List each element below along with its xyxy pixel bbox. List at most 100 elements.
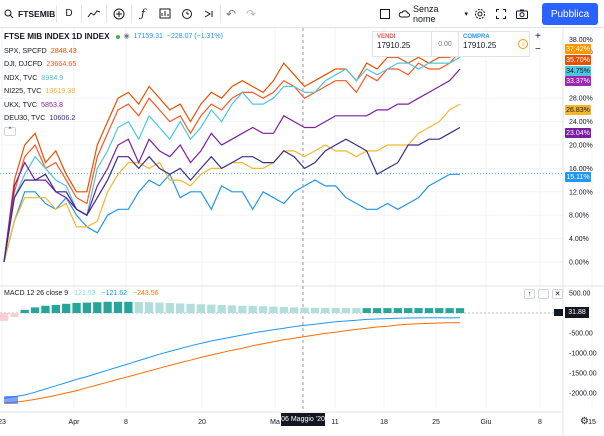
zoom-out-button[interactable]: −	[535, 44, 541, 55]
macd-hist-bar	[62, 303, 71, 313]
time-scale-label: 15	[588, 419, 596, 426]
divider	[81, 4, 82, 23]
compare-icon[interactable]	[107, 0, 131, 28]
replay-icon[interactable]	[198, 0, 220, 28]
macd-hist-bar	[207, 304, 216, 313]
undo-icon[interactable]: ↶	[225, 6, 237, 21]
pane-maximize-icon[interactable]	[538, 289, 549, 299]
macd-hist-bar	[341, 308, 351, 313]
pane-up-icon[interactable]: ↑	[524, 289, 535, 299]
macd-hist-bar	[383, 308, 392, 313]
fullscreen-expand-icon[interactable]	[494, 0, 508, 28]
trade-widget: VENDI 17910.25 0.00 COMPRA 17910.25 i	[372, 31, 530, 57]
eye-icon[interactable]: ◉	[123, 33, 130, 40]
compare-symbol: UKX, TVC	[4, 99, 38, 109]
settings-icon[interactable]	[472, 0, 488, 28]
macd-hist-value: 121.93	[74, 290, 96, 297]
macd-hist-bar	[51, 305, 60, 313]
price-scale-label: 8.00%	[569, 213, 589, 220]
compare-value: 19619.38	[45, 86, 76, 95]
indicators-icon[interactable]: ƒ	[140, 7, 146, 20]
macd-hist-bar	[258, 306, 268, 313]
macd-scale-label: -1000.00	[569, 351, 597, 358]
layout-menu[interactable]: Senza nome ▾	[398, 0, 468, 28]
macd-title: MACD 12 26 close 9	[4, 290, 69, 297]
macd-hist-bar	[435, 308, 444, 313]
macd-legend[interactable]: MACD 12 26 close 9 121.93 −121.62 −243.5…	[4, 290, 158, 297]
sell-price: 17910.25	[377, 41, 411, 50]
time-scale-label: 8	[538, 419, 542, 426]
main-symbol-name: FTSE MIB INDEX 1D INDEX	[4, 32, 110, 41]
compare-symbol: SPX, SPCFD	[4, 45, 47, 55]
alert-icon[interactable]	[176, 0, 198, 28]
chart-canvas[interactable]: 38.00%36.00%28.00%24.00%20.00%16.00%12.0…	[0, 28, 604, 436]
price-tag: 37.42%	[565, 44, 591, 54]
macd-hist-bar	[144, 302, 154, 313]
macd-hist-bar	[248, 306, 257, 313]
price-scale-label: 28.00%	[569, 96, 593, 103]
main-symbol-legend[interactable]: FTSE MIB INDEX 1D INDEX ◉ 17159.31 −228.…	[4, 30, 223, 44]
price-tag: 26.83%	[565, 105, 591, 115]
macd-hist-bar	[269, 306, 278, 313]
macd-hist-bar	[72, 303, 81, 313]
search-icon[interactable]	[0, 0, 18, 28]
macd-scale-label: -500.00	[569, 331, 593, 338]
price-scale-label: 4.00%	[569, 236, 589, 243]
macd-hist-bar	[424, 308, 434, 313]
templates-icon[interactable]	[154, 0, 176, 28]
camera-icon[interactable]	[514, 0, 530, 28]
bar-style-icon[interactable]	[82, 0, 106, 28]
macd-hist-bar	[414, 308, 423, 313]
compare-symbol: NDX, TVC	[4, 72, 38, 82]
compare-symbol: DEU30, TVC	[4, 113, 46, 122]
compare-legend-row[interactable]: UKX, TVC 5853.8	[4, 98, 223, 112]
compare-legend-row[interactable]: NDX, TVC 8984.9	[4, 71, 223, 85]
compare-legend-row[interactable]: NI225, TVC 19619.38	[4, 84, 223, 98]
chart-settings-icon[interactable]: ⚙	[580, 416, 589, 427]
macd-hist-bar	[455, 308, 465, 313]
macd-hist-bar	[217, 305, 226, 313]
macd-hist-bar	[41, 305, 50, 313]
series-line	[3, 173, 460, 263]
zoom-in-button[interactable]: +	[535, 31, 541, 42]
compare-value: 2848.43	[50, 45, 77, 55]
cloud-icon	[398, 9, 410, 18]
price-scale-label: 0.00%	[569, 260, 589, 267]
macd-hist-bar	[186, 303, 195, 313]
macd-hist-bar	[310, 307, 320, 313]
fullscreen-icon[interactable]	[378, 0, 392, 28]
macd-hist-bar	[103, 301, 112, 313]
pane-close-icon[interactable]: ✕	[552, 289, 563, 299]
divider	[131, 4, 132, 23]
macd-hist-bar	[20, 309, 29, 313]
compare-legend-row[interactable]: SPX, SPCFD 2848.43	[4, 44, 223, 58]
time-scale-label: 20	[198, 419, 206, 426]
macd-hist-bar	[82, 302, 92, 313]
macd-hist-bar	[10, 313, 19, 317]
macd-scale-label: 500.00	[569, 291, 591, 298]
buy-label: COMPRA	[463, 34, 490, 40]
sell-label: VENDI	[377, 34, 396, 40]
macd-signal-value: −243.56	[132, 290, 159, 297]
symbol-search[interactable]: FTSEMIB	[18, 8, 56, 19]
redo-icon[interactable]: ↷	[245, 6, 257, 21]
info-icon[interactable]: i	[517, 32, 529, 56]
macd-hist-bar	[300, 307, 309, 313]
buy-button[interactable]: COMPRA 17910.25	[459, 32, 517, 56]
sell-button[interactable]: VENDI 17910.25	[373, 32, 431, 56]
macd-hist-bar	[113, 301, 123, 313]
publish-button[interactable]: Pubblica	[542, 3, 598, 25]
compare-legend-row[interactable]: DJI, DJCFD 23664.65	[4, 57, 223, 71]
compare-value: 8984.9	[41, 72, 64, 82]
price-scale-label: 20.00%	[569, 143, 593, 150]
legend-collapse-button[interactable]: ^	[4, 126, 16, 136]
comparison-series	[3, 50, 461, 263]
compare-value: 10606.2	[49, 113, 76, 122]
time-scale-label: Ma	[270, 419, 280, 426]
macd-hist-bar	[372, 308, 382, 313]
time-scale-label: 8	[124, 419, 128, 426]
interval-button[interactable]: D	[65, 8, 73, 19]
price-tag: 23.04%	[565, 128, 591, 138]
compare-value: 23664.65	[46, 59, 77, 68]
compare-legend-row[interactable]: DEU30, TVC 10606.2	[4, 111, 223, 125]
